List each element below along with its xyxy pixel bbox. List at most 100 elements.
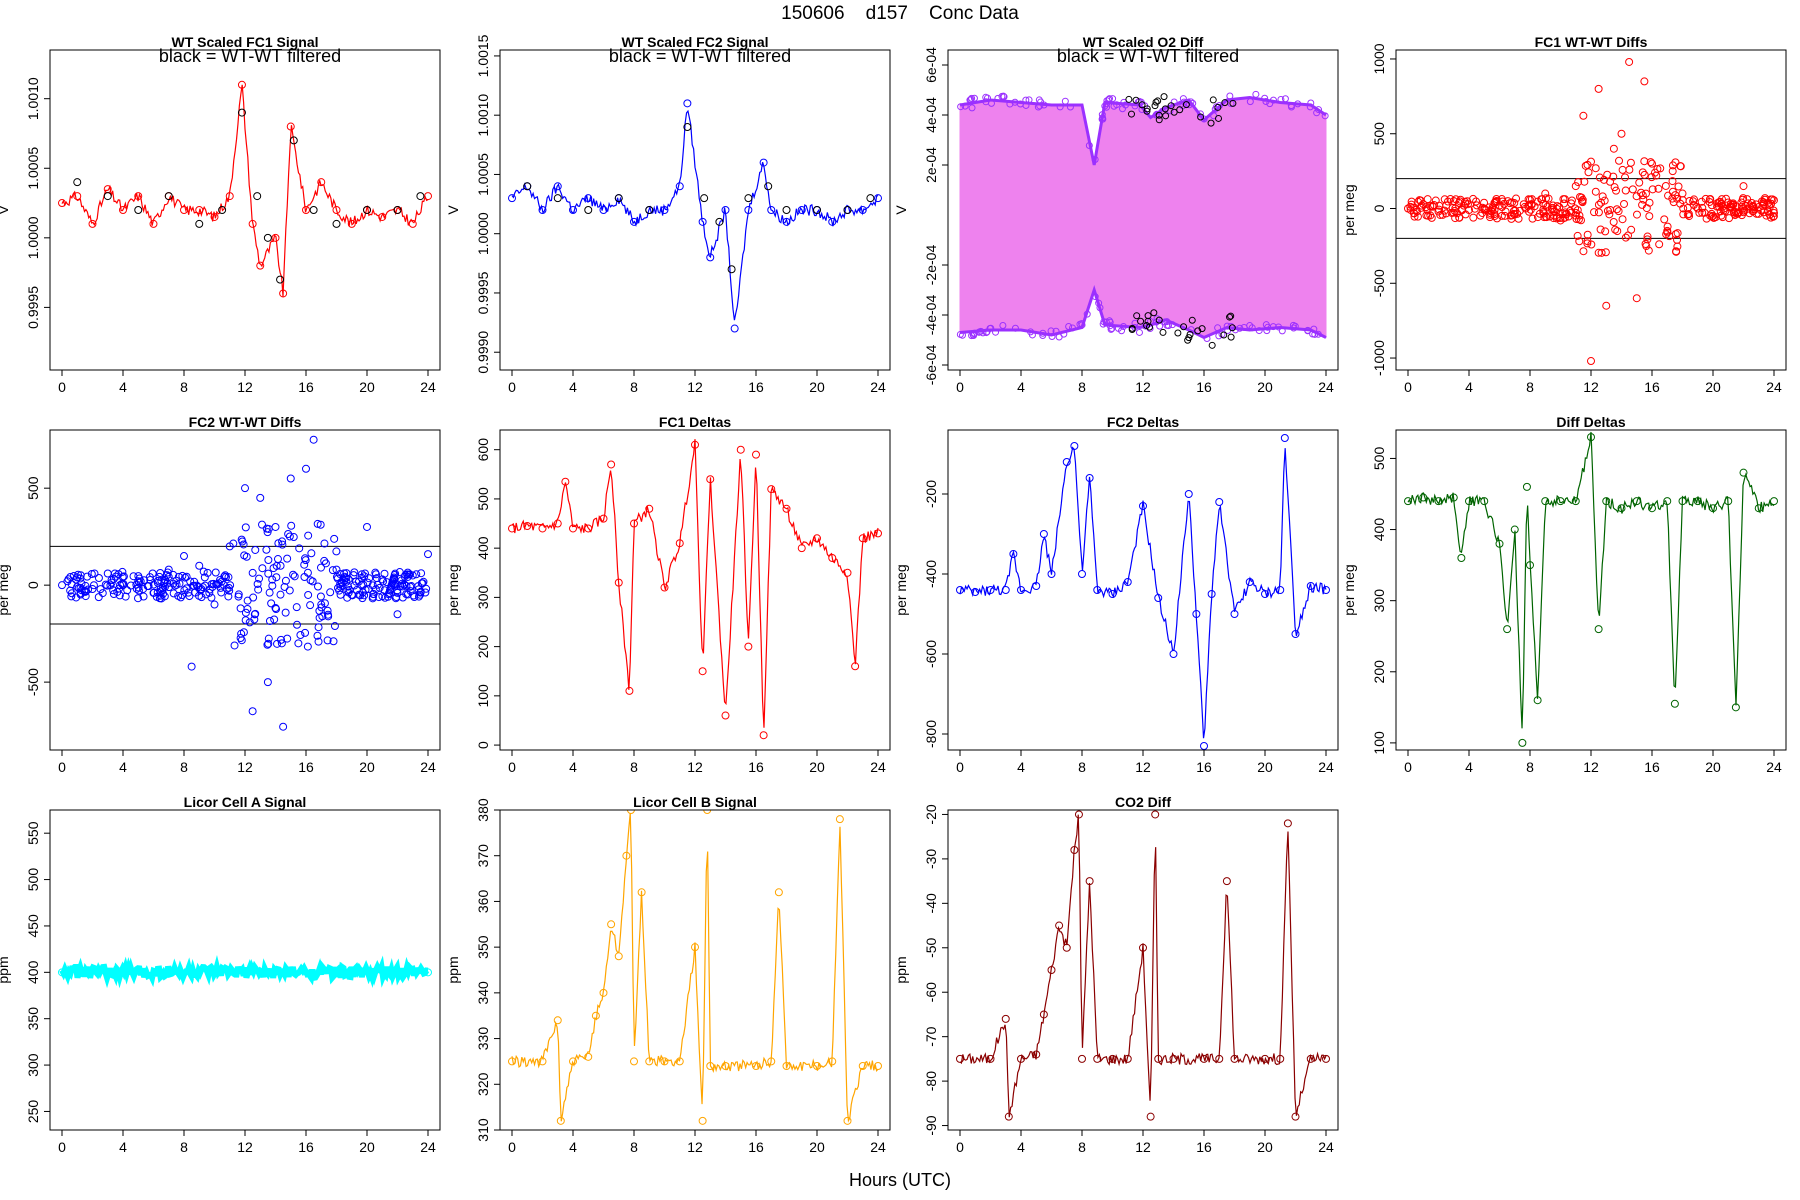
- x-tick-label: 20: [1257, 1139, 1273, 1155]
- data-point: [1310, 325, 1318, 333]
- data-point: [268, 575, 277, 584]
- data-point: [185, 592, 194, 601]
- x-tick-label: 16: [1196, 379, 1212, 395]
- data-point: [1632, 497, 1641, 506]
- data-point: [1423, 206, 1432, 215]
- data-point: [1594, 625, 1603, 634]
- data-point: [1718, 213, 1727, 222]
- data-point: [276, 275, 285, 284]
- x-tick-label: 24: [870, 379, 886, 395]
- data-point: [58, 199, 66, 208]
- data-point: [660, 583, 669, 592]
- data-point: [1646, 158, 1655, 167]
- data-point: [1095, 299, 1103, 307]
- x-tick-label: 20: [1257, 379, 1273, 395]
- data-point: [1611, 225, 1620, 234]
- data-point: [1487, 207, 1496, 216]
- y-tick-label: 550: [25, 821, 41, 845]
- y-tick-label: 500: [1371, 122, 1387, 146]
- data-point: [279, 722, 288, 731]
- x-tick-label: 0: [956, 1139, 964, 1155]
- data-point: [1556, 497, 1565, 506]
- data-point: [1674, 182, 1683, 191]
- data-point: [1105, 95, 1113, 103]
- data-point: [1139, 943, 1147, 952]
- data-point: [66, 586, 75, 595]
- plot-area: [508, 810, 882, 1125]
- data-point: [396, 581, 405, 590]
- plot-area: [508, 439, 882, 740]
- data-point: [118, 567, 127, 576]
- x-tick-label: 24: [1318, 759, 1334, 775]
- data-point: [1605, 210, 1614, 219]
- data-point: [110, 569, 119, 578]
- data-point: [1196, 110, 1204, 118]
- data-point: [285, 532, 294, 541]
- y-tick-label: 400: [1371, 518, 1387, 542]
- data-point: [813, 1062, 821, 1070]
- data-point: [178, 571, 187, 580]
- data-point: [272, 605, 281, 614]
- plot-area: [956, 434, 1330, 750]
- data-point: [1207, 590, 1216, 598]
- plot-frame: [499, 429, 891, 751]
- data-point: [406, 582, 415, 591]
- data-point: [1648, 159, 1656, 168]
- data-point: [1678, 497, 1687, 506]
- data-point: [241, 616, 250, 625]
- plot-area: [1396, 57, 1786, 366]
- data-point: [1683, 203, 1692, 212]
- y-tick-label: 6e-04: [923, 47, 939, 83]
- data-point: [276, 590, 285, 599]
- note-o2: black = WT-WT filtered: [1057, 46, 1239, 66]
- data-point: [200, 573, 209, 582]
- data-point: [1480, 497, 1489, 506]
- data-point: [1645, 212, 1654, 221]
- data-point: [1594, 208, 1603, 217]
- data-point: [1663, 222, 1672, 231]
- data-point: [1230, 1054, 1239, 1063]
- data-point: [1574, 215, 1583, 224]
- data-point: [700, 194, 709, 203]
- data-point: [1278, 327, 1286, 335]
- x-tick-label: 16: [298, 759, 314, 775]
- data-point: [1185, 101, 1193, 109]
- data-point: [767, 1057, 776, 1066]
- data-point: [1575, 211, 1584, 220]
- data-point: [1039, 1010, 1048, 1019]
- data-point: [556, 1116, 565, 1125]
- data-point: [132, 584, 141, 593]
- data-point: [1119, 323, 1127, 331]
- data-point: [1098, 111, 1106, 119]
- data-point: [992, 328, 1000, 336]
- data-point: [1222, 877, 1231, 886]
- data-point: [675, 1057, 684, 1066]
- filtered-point: [1127, 110, 1135, 118]
- figure-xlabel: Hours (UTC): [849, 1170, 951, 1190]
- data-point: [416, 192, 425, 201]
- data-point: [361, 585, 370, 594]
- data-point: [1603, 170, 1612, 179]
- x-tick-label: 4: [119, 379, 127, 395]
- data-point: [391, 569, 400, 578]
- data-point: [1261, 590, 1269, 598]
- x-tick-label: 24: [1318, 379, 1334, 395]
- data-point: [843, 1116, 852, 1125]
- data-point: [1639, 195, 1648, 204]
- data-point: [1620, 199, 1629, 208]
- x-tick-label: 16: [298, 1139, 314, 1155]
- data-point: [828, 554, 837, 562]
- data-point: [1668, 177, 1677, 186]
- data-point: [1438, 210, 1447, 219]
- x-tick-label: 24: [1766, 759, 1782, 775]
- data-point: [243, 596, 252, 605]
- data-point: [508, 1057, 516, 1066]
- data-point: [767, 206, 776, 214]
- data-point: [245, 618, 254, 627]
- x-tick-label: 0: [1404, 759, 1412, 775]
- data-point: [1717, 211, 1726, 220]
- data-point: [317, 603, 326, 612]
- data-point: [369, 592, 378, 601]
- data-point: [1583, 237, 1592, 246]
- data-point: [290, 572, 299, 581]
